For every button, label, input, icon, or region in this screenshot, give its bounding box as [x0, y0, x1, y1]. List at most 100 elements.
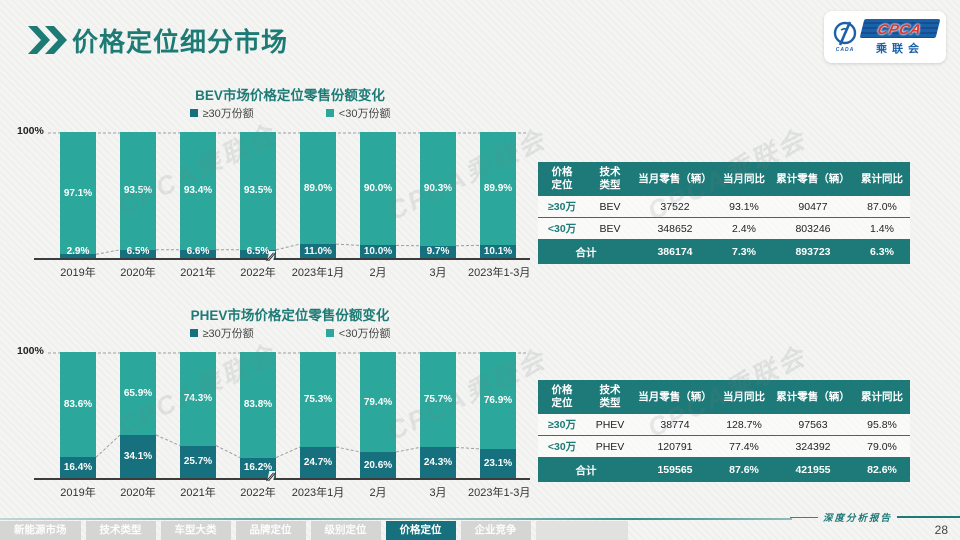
table-cell: 97563: [772, 414, 854, 437]
bar-segment-ge30: 9.7%: [420, 245, 456, 258]
cpca-flag: CPCA: [859, 18, 941, 38]
x-axis-label: 2月: [369, 267, 387, 279]
table-cell: <30万: [538, 435, 586, 459]
table-cell: BEV: [586, 196, 634, 219]
footer-note: 深度分析报告: [823, 513, 893, 524]
phev-x-axis-labels: 2019年 2020年 2021年 2022年 2023年1月 2月 3月 2023年1-3月: [48, 484, 531, 500]
table-cell: 120791: [634, 435, 716, 459]
bar-segment-lt30: 93.5%: [240, 132, 276, 250]
phev-table: 价格 定位 技术 类型 当月零售（辆） 当月同比 累计零售（辆） 累计同比 ≥30万 PHEV…: [538, 380, 910, 483]
bar-2023年1-3月: 89.9% 10.1%: [468, 132, 528, 258]
table-cell: 95.8%: [854, 414, 910, 437]
nav-tab-level-positioning[interactable]: 级别定位: [310, 521, 381, 540]
bar-segment-ge30: 25.7%: [180, 445, 216, 478]
bar-segment-lt30: 90.3%: [420, 132, 456, 246]
bar-segment-lt30: 74.3%: [180, 352, 216, 446]
bar-segment-ge30: 16.4%: [60, 457, 96, 478]
bar-3月: 75.7% 24.3%: [408, 352, 468, 478]
phev-legend: ≥30万份额 <30万份额: [40, 325, 540, 341]
table-cell: <30万: [538, 217, 586, 241]
table-cell: 803246: [772, 217, 854, 241]
nav-tab-enterprise-competition[interactable]: 企业竞争: [460, 521, 531, 540]
footer-note-block: 深度分析报告: [790, 510, 960, 524]
cpca-subtitle: 乘联会: [876, 42, 924, 55]
bar-segment-lt30: 83.6%: [60, 352, 96, 458]
table-cell: 324392: [772, 435, 854, 459]
table-cell: 893723: [772, 239, 854, 265]
nav-tab-price-positioning[interactable]: 价格定位: [385, 521, 456, 540]
bar-2021年: 93.4% 6.6%: [168, 132, 228, 258]
x-axis-label: 3月: [429, 487, 447, 499]
table-cell: PHEV: [586, 414, 634, 437]
footer-note-line-left: [790, 516, 818, 518]
bar-segment-ge30: 6.5%: [240, 246, 276, 258]
column-header: 技术 类型: [586, 380, 634, 415]
nav-tab-model-class[interactable]: 车型大类: [160, 521, 231, 540]
bar-segment-lt30: 97.1%: [60, 132, 96, 255]
bar-2019年: 97.1% 2.9%: [48, 132, 108, 258]
x-axis-label: 2020年: [120, 267, 156, 279]
y-axis-max-label: 100%: [17, 125, 44, 137]
table-row: <30万 PHEV 120791 77.4% 324392 79.0%: [538, 435, 910, 459]
x-axis-label: 2月: [369, 487, 387, 499]
table-row: ≥30万 BEV 37522 93.1% 90477 87.0%: [538, 196, 910, 219]
bar-segment-lt30: 93.5%: [120, 132, 156, 250]
cpca-logo: CADA CPCA 乘联会: [824, 11, 946, 63]
table-cell: 421955: [772, 457, 854, 483]
column-header: 价格 定位: [538, 380, 586, 415]
bar-segment-lt30: 65.9%: [120, 352, 156, 436]
column-header: 累计同比: [854, 380, 910, 415]
x-axis-label: 2020年: [120, 487, 156, 499]
bar-2023年1月: 75.3% 24.7%: [288, 352, 348, 478]
bar-segment-ge30: 24.7%: [300, 446, 336, 478]
x-axis-label: 2022年: [240, 487, 276, 499]
bar-2月: 79.4% 20.6%: [348, 352, 408, 478]
page-number: 28: [934, 523, 948, 537]
table-cell: 6.3%: [854, 239, 910, 265]
bar-2023年1-3月: 76.9% 23.1%: [468, 352, 528, 478]
table-cell: 386174: [634, 239, 716, 265]
phev-chart-title: PHEV市场价格定位零售份额变化: [190, 308, 390, 323]
legend-item-ge30: ≥30万份额: [189, 105, 254, 121]
bar-segment-lt30: 75.3%: [300, 352, 336, 447]
footer-note-line-right: [897, 516, 960, 518]
column-header: 技术 类型: [586, 162, 634, 197]
cpca-emblem-icon: CADA: [832, 21, 858, 53]
page-title: 价格定位细分市场: [72, 27, 289, 57]
x-axis-label: 2021年: [180, 487, 216, 499]
table-cell: 合计: [538, 457, 634, 483]
table-cell: 87.0%: [854, 196, 910, 219]
x-axis-label: 2023年1月: [291, 267, 345, 279]
x-axis-line: [34, 258, 530, 260]
legend-item-ge30: ≥30万份额: [189, 325, 254, 341]
x-axis-label: 2022年: [240, 267, 276, 279]
bar-2020年: 93.5% 6.5%: [108, 132, 168, 258]
table-cell: 2.4%: [716, 217, 772, 241]
x-axis-label: 2019年: [60, 487, 96, 499]
x-axis-label: 2023年1-3月: [468, 487, 531, 499]
x-axis-line: [34, 478, 530, 480]
x-axis-label: 2019年: [60, 267, 96, 279]
nav-tab-new-energy-market[interactable]: 新能源市场: [0, 521, 81, 540]
bar-segment-ge30: 6.6%: [180, 246, 216, 258]
x-axis-label: 3月: [429, 267, 447, 279]
table-cell: ≥30万: [538, 196, 586, 219]
bev-legend: ≥30万份额 <30万份额: [40, 105, 540, 121]
table-cell: 1.4%: [854, 217, 910, 241]
legend-swatch-dark: [189, 109, 198, 117]
nav-tab-brand-positioning[interactable]: 品牌定位: [235, 521, 306, 540]
phev-share-chart: 83.6% 16.4% 65.9% 34.1% 74.3% 25.7% 83.8% 16.2%…: [48, 352, 528, 478]
bar-segment-ge30: 10.0%: [360, 245, 396, 258]
table-row: <30万 BEV 348652 2.4% 803246 1.4%: [538, 217, 910, 241]
bar-segment-lt30: 93.4%: [180, 132, 216, 250]
table-cell: 348652: [634, 217, 716, 241]
column-header: 累计同比: [854, 162, 910, 197]
legend-item-lt30: <30万份额: [325, 325, 390, 341]
bar-2019年: 83.6% 16.4%: [48, 352, 108, 478]
nav-tab-tech-type[interactable]: 技术类型: [85, 521, 156, 540]
table-cell: 82.6%: [854, 457, 910, 483]
table-cell: 159565: [634, 457, 716, 483]
legend-swatch-dark: [189, 329, 198, 337]
bar-segment-ge30: 16.2%: [240, 457, 276, 478]
